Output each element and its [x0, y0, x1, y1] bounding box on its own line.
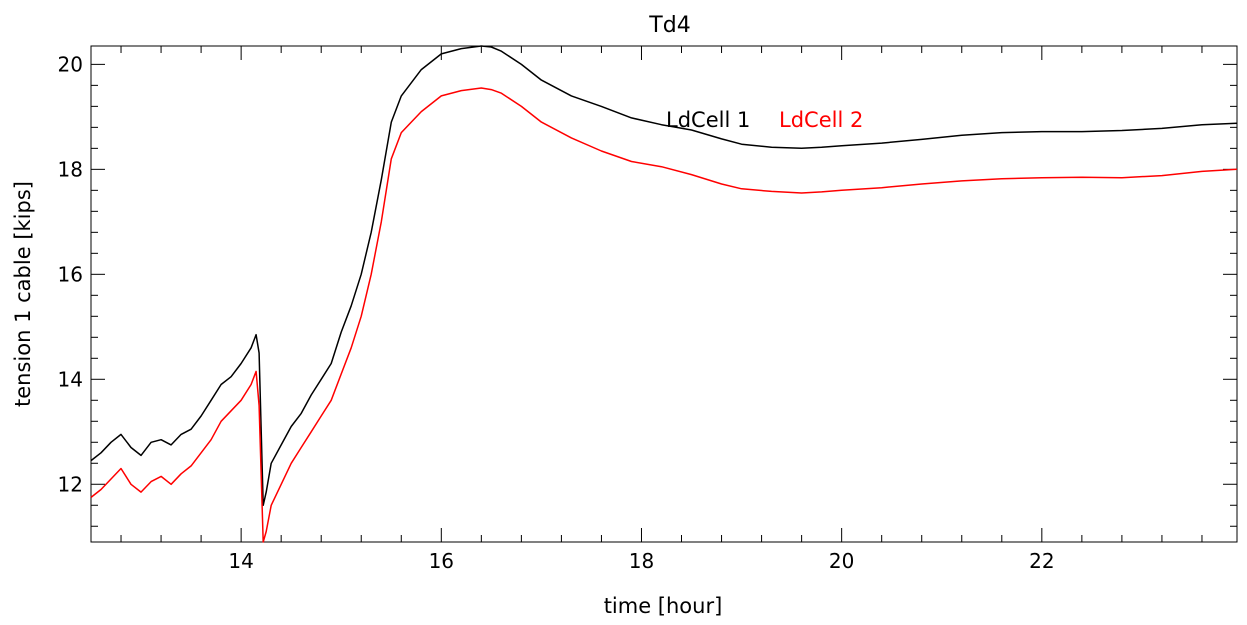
series-line-ldcell-2	[90, 87, 1238, 543]
y-tick-label: 16	[58, 262, 83, 286]
x-tick-label: 16	[429, 549, 454, 573]
x-tick-label: 14	[228, 549, 253, 573]
x-tick-label: 22	[1029, 549, 1054, 573]
x-tick-label: 20	[829, 549, 854, 573]
series-layer	[90, 45, 1238, 543]
x-tick-label: 18	[629, 549, 654, 573]
x-axis-label: time [hour]	[604, 594, 723, 618]
axis-ticks: 14 16 18 20 22 12 14 16 18 20	[58, 46, 1237, 573]
y-tick-label: 12	[58, 472, 83, 496]
chart-title: Td4	[648, 13, 690, 38]
y-tick-label: 14	[58, 367, 83, 391]
y-axis-label: tension 1 cable [kips]	[11, 181, 35, 407]
plot-frame	[90, 45, 1238, 543]
legend-label-ldcell-1: LdCell 1	[666, 108, 750, 132]
y-tick-label: 20	[58, 52, 83, 76]
legend-label-ldcell-2: LdCell 2	[779, 108, 863, 132]
y-tick-label: 18	[58, 157, 83, 181]
series-line-ldcell-1	[90, 45, 1238, 507]
